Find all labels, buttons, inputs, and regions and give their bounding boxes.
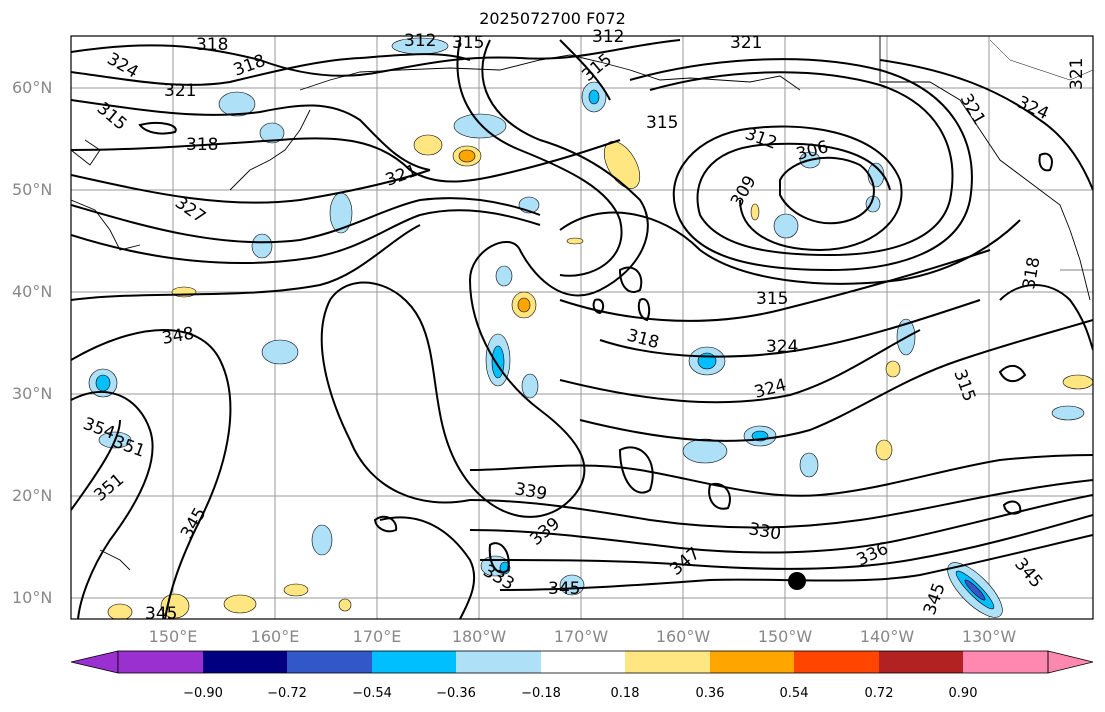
colorbar-tick-label: −0.72 [267, 686, 307, 701]
colorbar-tick-label: 0.54 [779, 686, 809, 701]
lat-label: 60°N [12, 78, 53, 97]
lon-label: 160°E [250, 627, 300, 646]
lon-label: 150°W [757, 627, 813, 646]
contour-label: 324 [766, 337, 798, 357]
lon-label: 170°E [352, 627, 402, 646]
contour-label: 321 [1067, 58, 1087, 90]
colorbar-tick-label: 0.90 [948, 686, 978, 701]
contour-label: 345 [548, 579, 580, 599]
storm-center-marker [788, 572, 806, 590]
lon-label: 170°W [553, 627, 609, 646]
contour-label: 345 [145, 604, 177, 624]
colorbar-tick-label: −0.36 [436, 686, 476, 701]
colorbar-tick-label: 0.18 [610, 686, 640, 701]
contour-label: 312 [404, 31, 436, 51]
contour-label: 318 [196, 35, 228, 55]
lat-label: 40°N [12, 282, 53, 301]
contour-label: 318 [186, 135, 218, 155]
colorbar-low-extend [70, 650, 119, 674]
colorbar-tick-label: −0.18 [521, 686, 561, 701]
contour-label: 315 [452, 33, 484, 53]
lat-label: 50°N [12, 180, 53, 199]
contour-label: 312 [592, 27, 624, 47]
lat-label: 10°N [12, 588, 53, 607]
vertical-motion-shading [88, 37, 1093, 619]
colorbar [70, 650, 1094, 674]
contour-label: 321 [164, 81, 196, 101]
lon-label: 160°W [655, 627, 711, 646]
lat-label: 20°N [12, 486, 53, 505]
contour-lines [71, 39, 1093, 619]
lon-label: 140°W [859, 627, 915, 646]
lon-label: 130°W [961, 627, 1017, 646]
colorbar-tick-label: −0.90 [183, 686, 223, 701]
colorbar-tick-label: −0.54 [352, 686, 392, 701]
colorbar-tick-label: 0.72 [864, 686, 894, 701]
contour-label: 315 [646, 113, 678, 133]
lon-label: 150°E [148, 627, 198, 646]
map-frame [70, 35, 1094, 620]
colorbar-high-extend [1047, 650, 1094, 674]
map-title: 2025072700 F072 [479, 9, 626, 28]
lon-label: 180°W [451, 627, 507, 646]
contour-label: 315 [756, 289, 788, 309]
coastlines [71, 36, 1093, 571]
contour-label: 321 [730, 33, 762, 53]
colorbar-tick-label: 0.36 [695, 686, 725, 701]
lat-label: 30°N [12, 384, 53, 403]
